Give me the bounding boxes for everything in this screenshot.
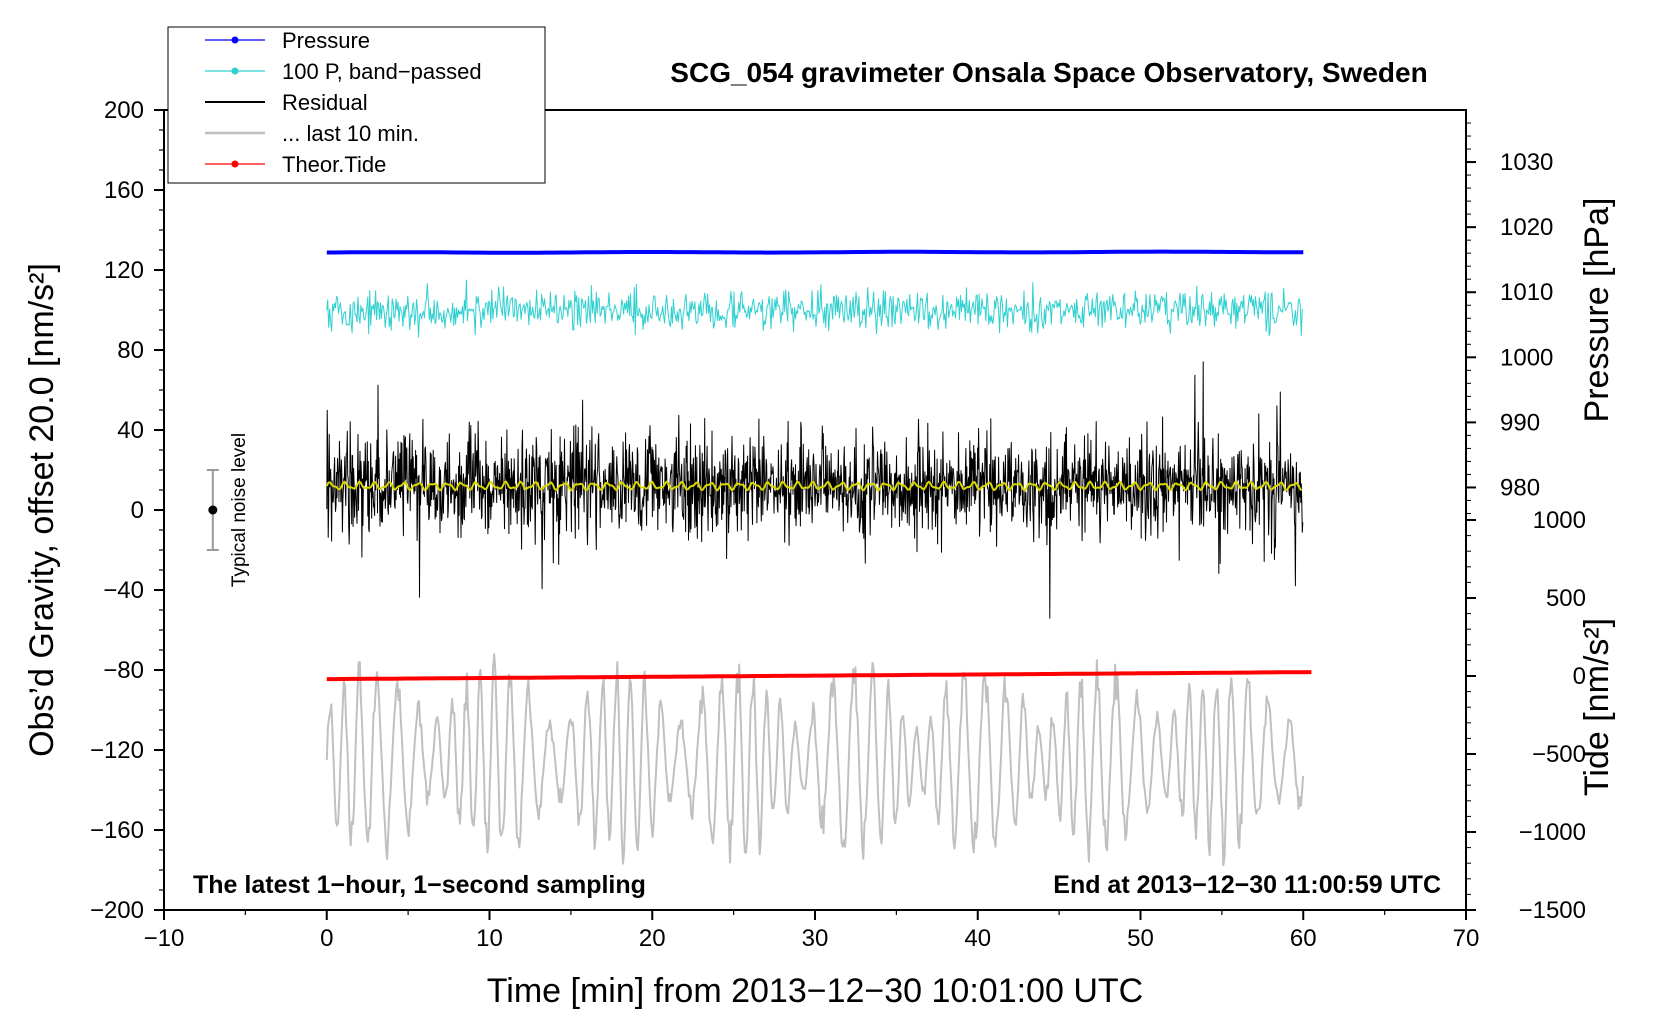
axes-layer: −10 0 10 20 30 40 50 60 7020016012080400−40−80−1… bbox=[90, 97, 1586, 952]
pressure-tick-label: 980 bbox=[1500, 474, 1540, 501]
y-tick-label: 200 bbox=[104, 97, 144, 124]
y-tick-label: −40 bbox=[103, 577, 144, 604]
series-bandpassed-pressure bbox=[326, 279, 1303, 338]
legend-label-residual: Residual bbox=[282, 90, 368, 115]
x-tick-label: 10 bbox=[476, 925, 503, 952]
legend-label-pressure: Pressure bbox=[282, 28, 370, 53]
legend-marker-bandpassed bbox=[231, 67, 239, 75]
chart-title: SCG_054 gravimeter Onsala Space Observat… bbox=[670, 57, 1427, 88]
series-residual-smoothed bbox=[325, 480, 1303, 492]
legend: Pressure 100 P, band−passed Residual ...… bbox=[167, 26, 546, 184]
x-axis-title: Time [min] from 2013−12−30 10:01:00 UTC bbox=[487, 972, 1143, 1010]
y-tick-label: 40 bbox=[117, 417, 144, 444]
x-tick-label: 20 bbox=[639, 925, 666, 952]
pressure-axis-title: Pressure [hPa] bbox=[1578, 198, 1616, 423]
legend-marker-pressure bbox=[231, 36, 239, 44]
y-tick-label: −200 bbox=[90, 897, 144, 924]
tide-axis-title: Tide [nm/s²] bbox=[1578, 618, 1616, 796]
legend-marker-tide bbox=[231, 160, 239, 168]
x-tick-label: 30 bbox=[802, 925, 829, 952]
legend-box bbox=[167, 26, 546, 184]
y-tick-label: −120 bbox=[90, 737, 144, 764]
y-tick-label: 80 bbox=[117, 337, 144, 364]
y-tick-label: 120 bbox=[104, 257, 144, 284]
x-tick-label: 50 bbox=[1127, 925, 1154, 952]
tide-tick-label: 1000 bbox=[1533, 507, 1586, 534]
y-tick-label: −160 bbox=[90, 817, 144, 844]
tide-tick-label: −1000 bbox=[1519, 819, 1586, 846]
noise-level-label: Typical noise level bbox=[229, 433, 250, 587]
legend-label-last10: ... last 10 min. bbox=[282, 121, 419, 146]
tide-tick-label: −1500 bbox=[1519, 897, 1586, 924]
pressure-tick-label: 1030 bbox=[1500, 149, 1553, 176]
x-tick-label: −10 bbox=[144, 925, 185, 952]
y-tick-label: −80 bbox=[103, 657, 144, 684]
x-tick-label: 40 bbox=[964, 925, 991, 952]
pressure-tick-label: 1000 bbox=[1500, 344, 1553, 371]
legend-label-tide: Theor.Tide bbox=[282, 152, 386, 177]
plot-frame bbox=[163, 109, 1467, 911]
tide-tick-label: −500 bbox=[1532, 741, 1586, 768]
tide-tick-label: 500 bbox=[1546, 585, 1586, 612]
legend-label-bandpassed: 100 P, band−passed bbox=[282, 59, 482, 84]
noise-level-dot bbox=[208, 505, 218, 515]
series-last-10-min bbox=[325, 653, 1305, 867]
x-tick-label: 70 bbox=[1453, 925, 1480, 952]
annotation-end-time: End at 2013−12−30 11:00:59 UTC bbox=[1053, 871, 1441, 899]
pressure-tick-label: 990 bbox=[1500, 409, 1540, 436]
y-axis-title: Obs’d Gravity, offset 20.0 [nm/s²] bbox=[23, 263, 61, 757]
pressure-tick-label: 1020 bbox=[1500, 214, 1553, 241]
series-theoretical-tide bbox=[326, 670, 1312, 682]
y-tick-label: 160 bbox=[104, 177, 144, 204]
x-tick-label: 0 bbox=[320, 925, 333, 952]
tide-tick-label: 0 bbox=[1573, 663, 1586, 690]
series-layer bbox=[325, 249, 1312, 867]
series-pressure bbox=[326, 249, 1304, 255]
annotation-sampling: The latest 1−hour, 1−second sampling bbox=[193, 871, 646, 899]
pressure-tick-label: 1010 bbox=[1500, 279, 1553, 306]
y-tick-label: 0 bbox=[131, 497, 144, 524]
x-tick-label: 60 bbox=[1290, 925, 1317, 952]
